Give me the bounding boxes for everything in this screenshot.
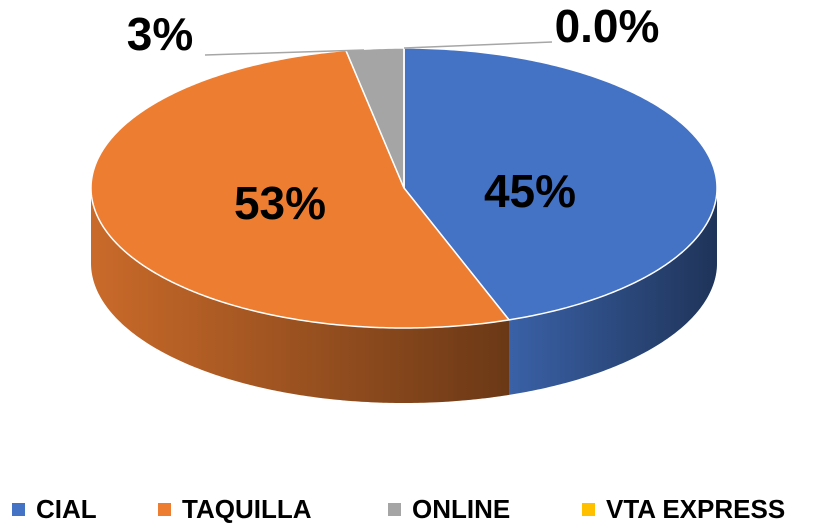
slice (403, 47, 718, 321)
leader-line (204, 49, 365, 56)
leader-line (403, 41, 553, 49)
legend-swatch (158, 503, 171, 516)
legend-swatch (582, 503, 595, 516)
slice (90, 49, 511, 329)
data-label: 53% (234, 177, 326, 229)
data-label: 0.0% (555, 0, 660, 52)
legend-swatch (388, 503, 401, 516)
legend-label: VTA EXPRESS (606, 494, 785, 524)
data-label: 45% (484, 165, 576, 217)
slice-side-shade (509, 188, 717, 395)
data-label: 3% (127, 8, 193, 60)
slice-side-shade (91, 188, 510, 403)
legend-label: CIAL (36, 494, 97, 524)
legend-swatch (12, 503, 25, 516)
legend-label: TAQUILLA (182, 494, 312, 524)
legend-label: ONLINE (412, 494, 510, 524)
